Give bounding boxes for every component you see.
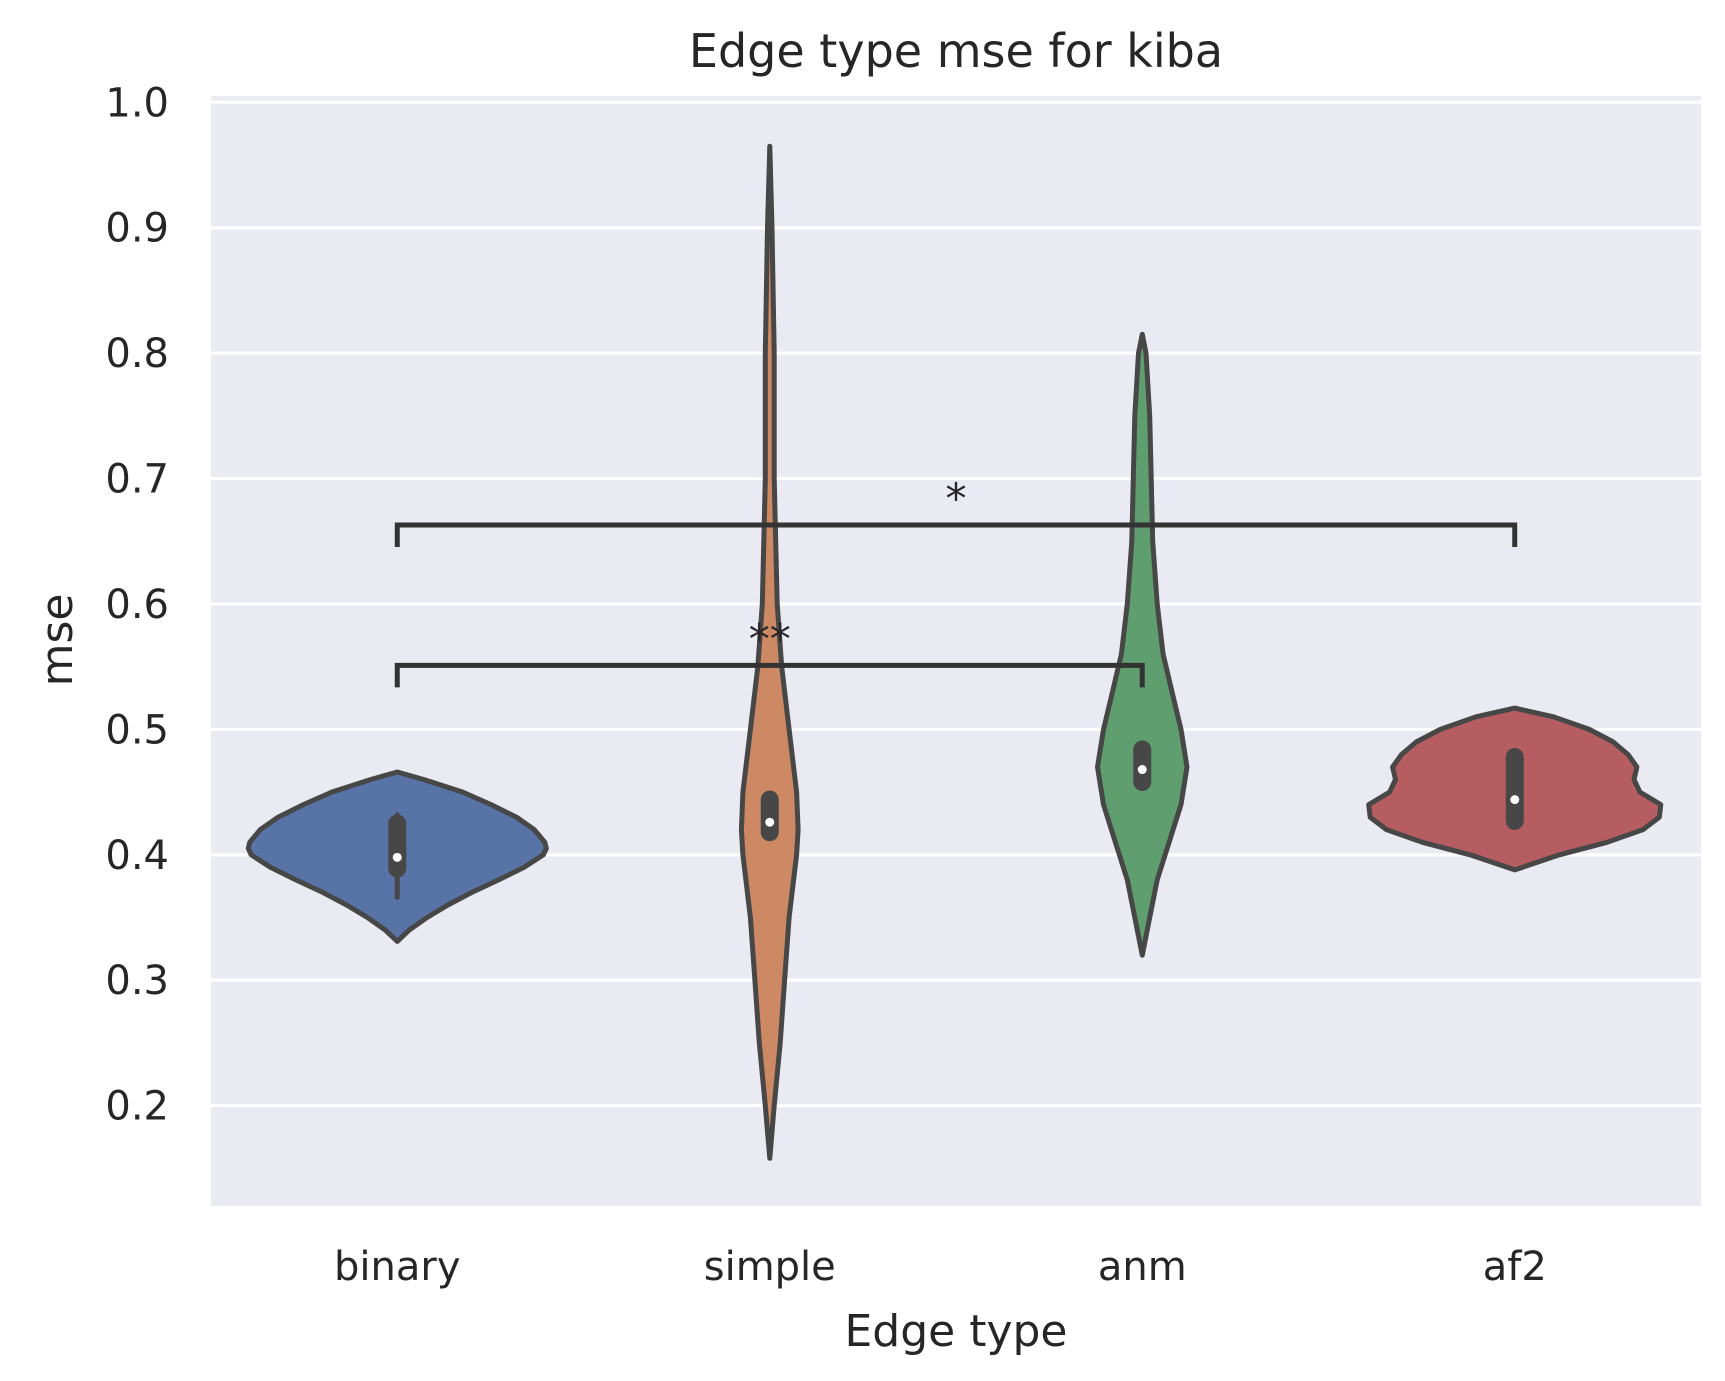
significance-bracket [394, 522, 1518, 547]
x-tick-label: anm [1098, 1244, 1187, 1290]
violin-body-simple [738, 143, 801, 1161]
significance-label: ** [749, 614, 791, 663]
chart-title: Edge type mse for kiba [689, 24, 1223, 78]
y-tick-label: 0.3 [105, 958, 169, 1004]
y-tick-label: 1.0 [105, 80, 169, 126]
plot-area-background [211, 96, 1701, 1206]
y-tick-label: 0.8 [105, 331, 169, 377]
x-tick-label: af2 [1483, 1244, 1547, 1290]
tick-labels: 0.2 0.3 0.4 0.5 0.6 0.7 0.8 0.9 1.0 binary simple a… [105, 80, 1546, 1290]
y-tick-label: 0.7 [105, 457, 169, 503]
median-point-binary [392, 852, 402, 862]
y-tick-label: 0.5 [105, 707, 169, 753]
y-tick-label: 0.2 [105, 1084, 169, 1130]
y-tick-label: 0.6 [105, 582, 169, 628]
median-point-anm [1137, 765, 1147, 775]
x-tick-label: simple [704, 1244, 836, 1290]
significance-annotations: *** [394, 474, 1518, 688]
x-axis-label: Edge type [844, 1306, 1067, 1357]
median-point-af2 [1510, 795, 1520, 805]
significance-label: * [946, 474, 967, 523]
y-tick-label: 0.9 [105, 206, 169, 252]
x-tick-label: binary [334, 1244, 460, 1290]
median-point-simple [765, 817, 775, 827]
y-axis-label: mse [32, 594, 83, 687]
violin-body-anm [1095, 331, 1190, 958]
y-tick-label: 0.4 [105, 833, 169, 879]
violins [245, 143, 1664, 1161]
significance-bracket [394, 662, 1145, 688]
